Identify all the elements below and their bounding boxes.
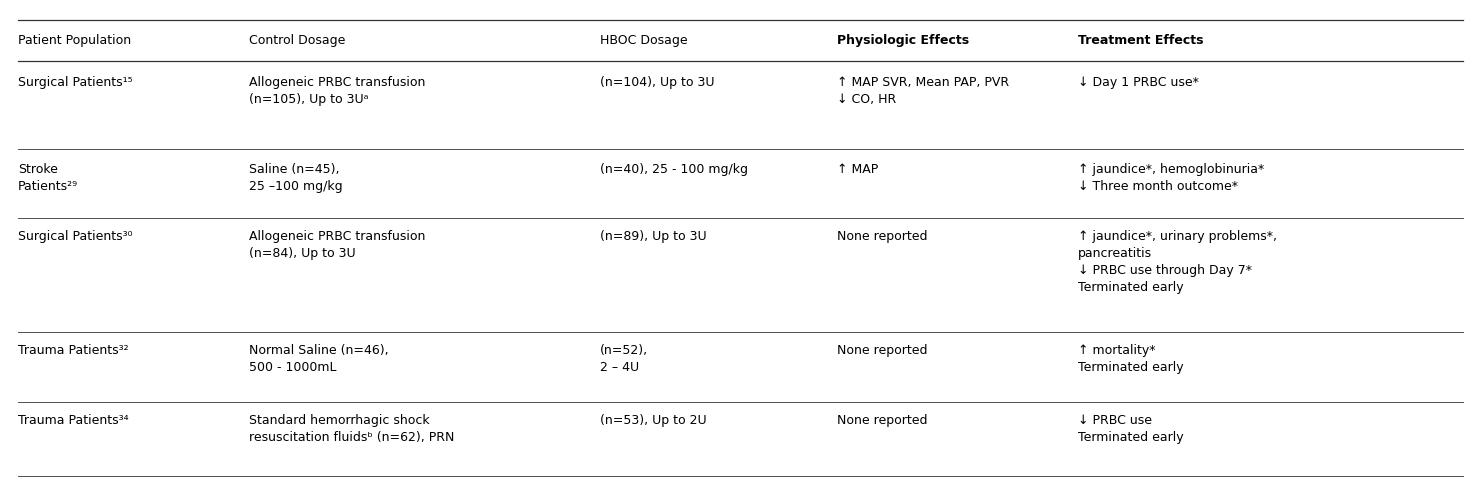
Text: Normal Saline (n=46),
500 - 1000mL: Normal Saline (n=46), 500 - 1000mL: [249, 344, 388, 374]
Text: Standard hemorrhagic shock
resuscitation fluidsᵇ (n=62), PRN: Standard hemorrhagic shock resuscitation…: [249, 414, 455, 444]
Text: Control Dosage: Control Dosage: [249, 34, 345, 48]
Text: Trauma Patients³²: Trauma Patients³²: [18, 344, 129, 357]
Text: ↑ MAP: ↑ MAP: [837, 163, 878, 176]
Text: ↓ PRBC use
Terminated early: ↓ PRBC use Terminated early: [1078, 414, 1183, 444]
Text: Saline (n=45),
25 –100 mg/kg: Saline (n=45), 25 –100 mg/kg: [249, 163, 342, 193]
Text: Patient Population: Patient Population: [18, 34, 130, 48]
Text: (n=53), Up to 2U: (n=53), Up to 2U: [600, 414, 706, 427]
Text: ↑ jaundice*, urinary problems*,
pancreatitis
↓ PRBC use through Day 7*
Terminate: ↑ jaundice*, urinary problems*, pancreat…: [1078, 230, 1277, 294]
Text: ↑ jaundice*, hemoglobinuria*
↓ Three month outcome*: ↑ jaundice*, hemoglobinuria* ↓ Three mon…: [1078, 163, 1265, 193]
Text: Stroke
Patients²⁹: Stroke Patients²⁹: [18, 163, 78, 193]
Text: ↑ MAP SVR, Mean PAP, PVR
↓ CO, HR: ↑ MAP SVR, Mean PAP, PVR ↓ CO, HR: [837, 76, 1009, 106]
Text: (n=40), 25 - 100 mg/kg: (n=40), 25 - 100 mg/kg: [600, 163, 748, 176]
Text: Allogeneic PRBC transfusion
(n=84), Up to 3U: Allogeneic PRBC transfusion (n=84), Up t…: [249, 230, 425, 260]
Text: Surgical Patients¹⁵: Surgical Patients¹⁵: [18, 76, 132, 89]
Text: (n=104), Up to 3U: (n=104), Up to 3U: [600, 76, 714, 89]
Text: Physiologic Effects: Physiologic Effects: [837, 34, 969, 48]
Text: Treatment Effects: Treatment Effects: [1078, 34, 1204, 48]
Text: None reported: None reported: [837, 414, 927, 427]
Text: None reported: None reported: [837, 230, 927, 244]
Text: Surgical Patients³⁰: Surgical Patients³⁰: [18, 230, 132, 244]
Text: ↑ mortality*
Terminated early: ↑ mortality* Terminated early: [1078, 344, 1183, 374]
Text: ↓ Day 1 PRBC use*: ↓ Day 1 PRBC use*: [1078, 76, 1200, 89]
Text: Allogeneic PRBC transfusion
(n=105), Up to 3Uᵃ: Allogeneic PRBC transfusion (n=105), Up …: [249, 76, 425, 106]
Text: None reported: None reported: [837, 344, 927, 357]
Text: (n=89), Up to 3U: (n=89), Up to 3U: [600, 230, 706, 244]
Text: HBOC Dosage: HBOC Dosage: [600, 34, 687, 48]
Text: Trauma Patients³⁴: Trauma Patients³⁴: [18, 414, 129, 427]
Text: (n=52),
2 – 4U: (n=52), 2 – 4U: [600, 344, 647, 374]
